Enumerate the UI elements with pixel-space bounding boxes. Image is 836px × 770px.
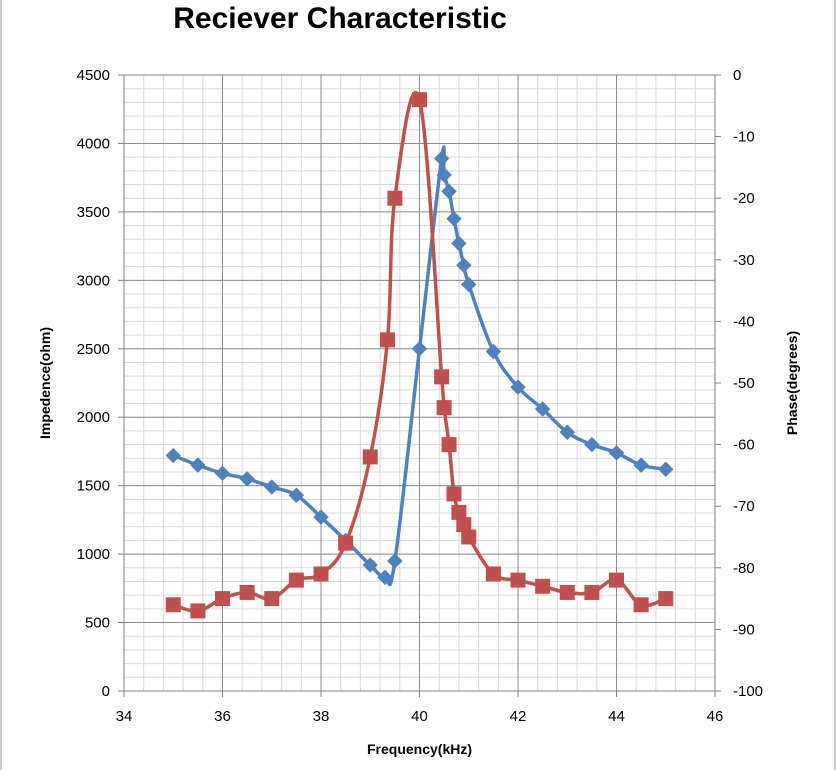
phase-data-point bbox=[362, 449, 378, 465]
impedance-data-point bbox=[485, 343, 502, 360]
impedance-data-point bbox=[377, 569, 393, 586]
right-frame-border bbox=[834, 0, 836, 770]
y-tick-label: 3000 bbox=[77, 272, 110, 289]
impedance-data-point bbox=[584, 436, 600, 453]
impedance-data-point bbox=[362, 557, 378, 573]
x-tick-label: 46 bbox=[707, 708, 724, 725]
phase-data-point bbox=[446, 486, 462, 502]
x-tick-label: 38 bbox=[313, 708, 330, 725]
x-tick-label: 40 bbox=[411, 708, 428, 725]
phase-data-point bbox=[609, 572, 624, 588]
phase-data-point bbox=[633, 597, 649, 613]
impedance-data-point bbox=[288, 487, 305, 503]
phase-data-point bbox=[412, 92, 427, 108]
impedance-data-point bbox=[436, 167, 452, 183]
impedance-data-point bbox=[264, 479, 280, 495]
impedance-series-line bbox=[172, 145, 667, 587]
phase-data-point bbox=[584, 584, 600, 600]
impedance-data-point bbox=[510, 379, 526, 395]
phase-data-point bbox=[379, 332, 395, 348]
y2-tick-label: -40 bbox=[733, 313, 755, 330]
y2-tick-label: -80 bbox=[733, 560, 755, 577]
impedance-data-point bbox=[190, 457, 206, 473]
impedance-data-point bbox=[239, 471, 255, 487]
impedance-data-point bbox=[387, 553, 403, 569]
phase-data-point bbox=[313, 566, 329, 582]
phase-data-point bbox=[461, 529, 477, 545]
y-tick-label: 2500 bbox=[77, 341, 110, 358]
y2-tick-label: -10 bbox=[733, 129, 755, 146]
impedance-data-point bbox=[433, 150, 450, 167]
impedance-data-point bbox=[658, 461, 674, 477]
y-tick-label: 0 bbox=[102, 683, 110, 700]
phase-data-point bbox=[190, 603, 206, 619]
phase-data-point bbox=[387, 190, 403, 206]
ticks: 34 36 38 40 42 44 46 0 500 1000 1500 2000 2500 3000 35… bbox=[77, 67, 763, 725]
phase-data-point bbox=[559, 584, 575, 600]
y-tick-label: 1000 bbox=[77, 546, 110, 563]
x-axis-title: Frequency(kHz) bbox=[367, 741, 472, 757]
y2-tick-label: -60 bbox=[733, 437, 755, 454]
impedance-data-point bbox=[165, 447, 181, 464]
y2-tick-label: -90 bbox=[733, 621, 755, 638]
impedance-data-point bbox=[461, 276, 477, 293]
x-tick-label: 34 bbox=[116, 708, 133, 725]
phase-data-point bbox=[436, 400, 452, 416]
x-tick-label: 36 bbox=[214, 708, 231, 725]
impedance-data-point bbox=[451, 235, 467, 252]
y2-tick-label: -20 bbox=[733, 190, 755, 207]
impedance-data-point bbox=[534, 401, 551, 417]
phase-data-point bbox=[288, 572, 304, 588]
chart-title: Reciever Characteristic bbox=[173, 2, 507, 35]
y-tick-label: 3500 bbox=[77, 204, 110, 221]
y-axis-title: Impedence(ohm) bbox=[37, 327, 53, 439]
impedance-data-point bbox=[313, 509, 329, 525]
left-frame-border bbox=[0, 0, 2, 770]
impedance-data-point bbox=[559, 424, 575, 440]
phase-data-point bbox=[441, 437, 457, 453]
y-tick-label: 1500 bbox=[77, 478, 110, 495]
impedance-data-point bbox=[446, 211, 462, 227]
phase-data-point bbox=[264, 591, 280, 607]
y-tick-label: 4000 bbox=[77, 135, 110, 152]
phase-data-point bbox=[434, 369, 450, 385]
y-tick-label: 500 bbox=[85, 615, 110, 632]
y2-tick-label: 0 bbox=[733, 67, 741, 84]
y2-tick-label: -100 bbox=[733, 683, 763, 700]
phase-data-point bbox=[239, 584, 255, 600]
grid bbox=[123, 74, 716, 692]
phase-data-point bbox=[535, 578, 551, 594]
phase-data-point bbox=[485, 566, 501, 582]
impedance-data-point bbox=[214, 465, 231, 482]
y2-axis-title: Phase(degrees) bbox=[784, 331, 800, 435]
phase-data-point bbox=[510, 572, 526, 588]
y2-tick-label: -50 bbox=[733, 375, 755, 392]
y2-tick-label: -70 bbox=[733, 498, 755, 515]
impedance-data-point bbox=[456, 257, 472, 273]
impedance-data-point bbox=[411, 341, 428, 357]
impedance-data-point bbox=[633, 457, 649, 473]
y-tick-label: 2000 bbox=[77, 409, 110, 426]
phase-data-point bbox=[165, 597, 181, 613]
y-tick-label: 4500 bbox=[77, 67, 110, 84]
x-tick-label: 42 bbox=[510, 708, 527, 725]
impedance-data-point bbox=[608, 445, 625, 461]
series bbox=[165, 90, 674, 619]
phase-data-point bbox=[658, 591, 674, 607]
phase-data-point bbox=[338, 535, 354, 551]
phase-data-point bbox=[215, 591, 230, 607]
x-tick-label: 44 bbox=[608, 708, 625, 725]
impedance-data-point bbox=[441, 183, 457, 200]
y2-tick-label: -30 bbox=[733, 252, 755, 269]
